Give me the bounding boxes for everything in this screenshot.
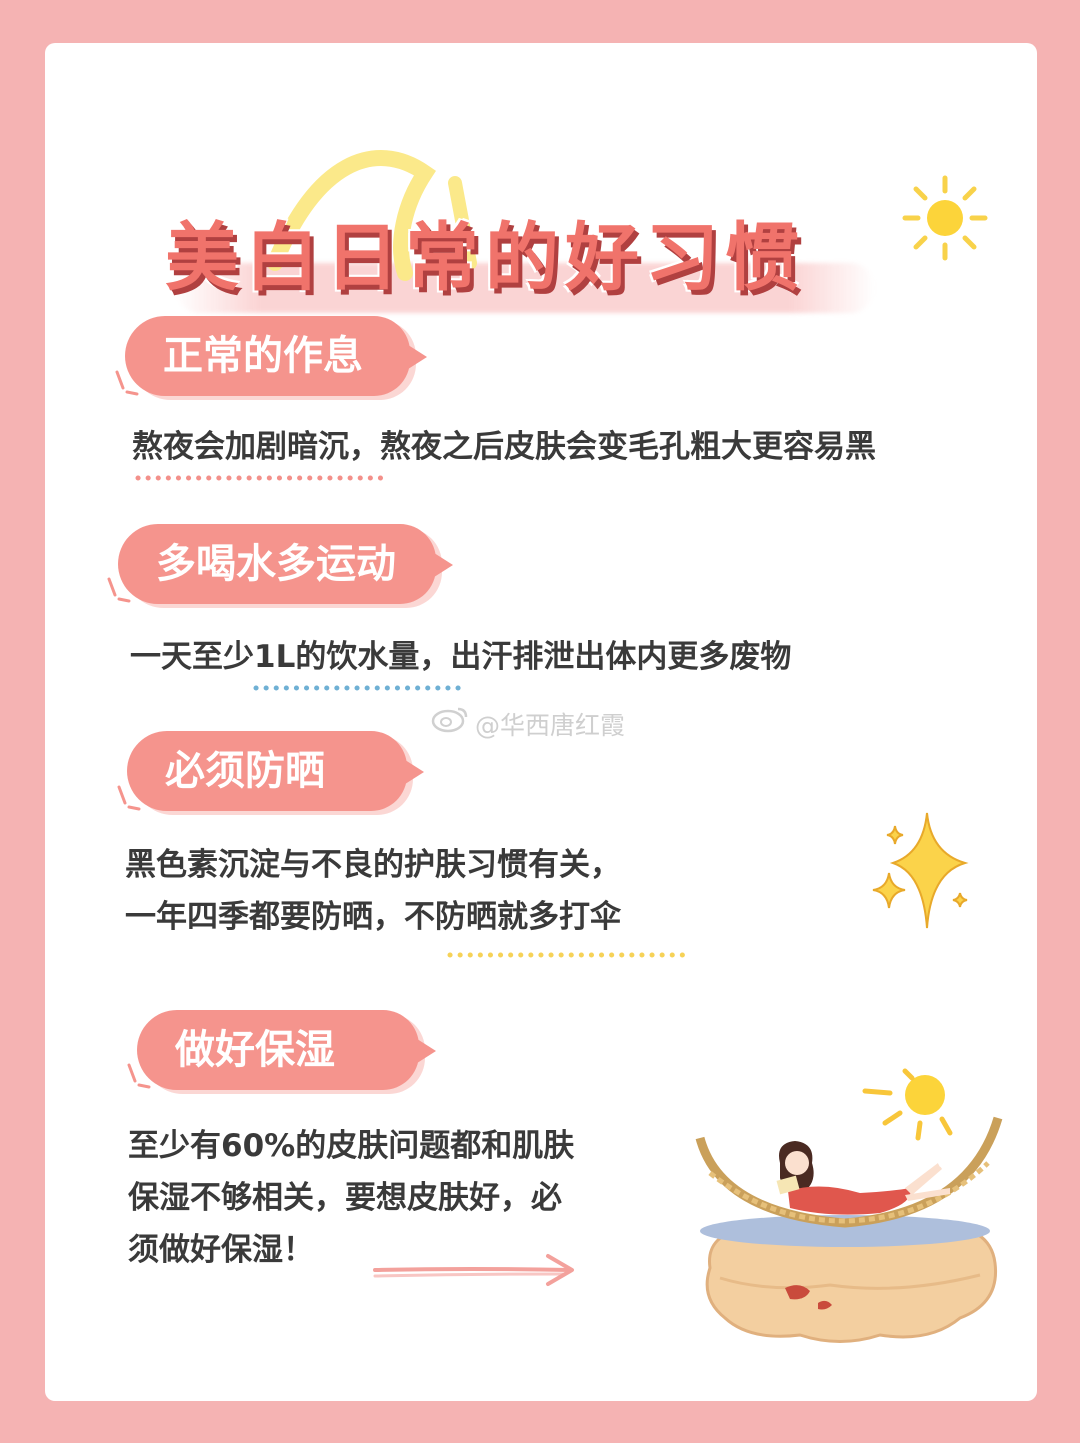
sun-icon	[902, 175, 988, 261]
section-heading-4: 做好保湿	[137, 1010, 419, 1090]
section-1-text: 熬夜会加剧暗沉，熬夜之后皮肤会变毛孔粗大更容易黑	[132, 421, 876, 473]
section-4-line-3: 须做好保湿！	[128, 1232, 314, 1268]
bubble-ticks-decoration	[115, 370, 139, 396]
section-3-line-1: 黑色素沉淀与不良的护肤习惯有关，	[125, 847, 621, 883]
bubble-tail	[431, 551, 453, 579]
poster-card: 美白日常的好习惯 正常的作息 熬夜会加剧暗沉，熬夜之后皮肤会变毛孔粗大更容易黑 …	[45, 43, 1037, 1401]
girl-hammock-illustration	[695, 1068, 1003, 1343]
section-4-text: 至少有60%的皮肤问题都和肌肤 保湿不够相关，要想皮肤好，必 须做好保湿！	[128, 1120, 574, 1276]
section-2-line-1: 一天至少1L的饮水量，出汗排泄出体内更多废物	[130, 639, 792, 675]
bubble-tail	[402, 758, 424, 786]
section-2-text: 一天至少1L的饮水量，出汗排泄出体内更多废物	[130, 631, 791, 683]
title-area: 美白日常的好习惯	[145, 113, 988, 343]
dotted-underline-3	[447, 952, 692, 958]
section-heading-1: 正常的作息	[125, 316, 410, 396]
bubble-tail	[405, 343, 427, 371]
section-heading-3-label: 必须防晒	[165, 748, 325, 794]
section-4-line-2: 保湿不够相关，要想皮肤好，必	[128, 1180, 562, 1216]
bubble-ticks-decoration	[107, 577, 131, 603]
watermark-text: @华西唐红霞	[475, 711, 626, 740]
sparkle-icon	[872, 812, 969, 929]
bubble-ticks-decoration	[127, 1063, 151, 1089]
section-heading-2: 多喝水多运动	[118, 524, 436, 604]
section-4-line-1: 至少有60%的皮肤问题都和肌肤	[128, 1128, 575, 1164]
arrow-icon	[373, 1254, 574, 1286]
section-3-text: 黑色素沉淀与不良的护肤习惯有关， 一年四季都要防晒，不防晒就多打伞	[125, 839, 621, 943]
squiggle-decoration	[267, 150, 477, 281]
page-title: 美白日常的好习惯	[165, 215, 805, 301]
bubble-ticks-decoration	[117, 785, 141, 811]
section-heading-3: 必须防晒	[127, 731, 407, 811]
section-heading-2-label: 多喝水多运动	[156, 541, 396, 587]
section-3-line-2: 一年四季都要防晒，不防晒就多打伞	[125, 899, 621, 935]
dotted-underline-2	[253, 685, 463, 691]
section-heading-1-label: 正常的作息	[163, 333, 363, 379]
watermark: @华西唐红霞	[475, 706, 625, 742]
section-1-line-1: 熬夜会加剧暗沉，熬夜之后皮肤会变毛孔粗大更容易黑	[132, 429, 876, 465]
section-heading-4-label: 做好保湿	[175, 1027, 335, 1073]
bubble-tail	[414, 1037, 436, 1065]
weibo-icon	[431, 707, 468, 733]
title-brush-decoration	[175, 263, 875, 313]
dotted-underline-1	[135, 475, 385, 481]
small-sun-icon	[862, 1068, 953, 1141]
